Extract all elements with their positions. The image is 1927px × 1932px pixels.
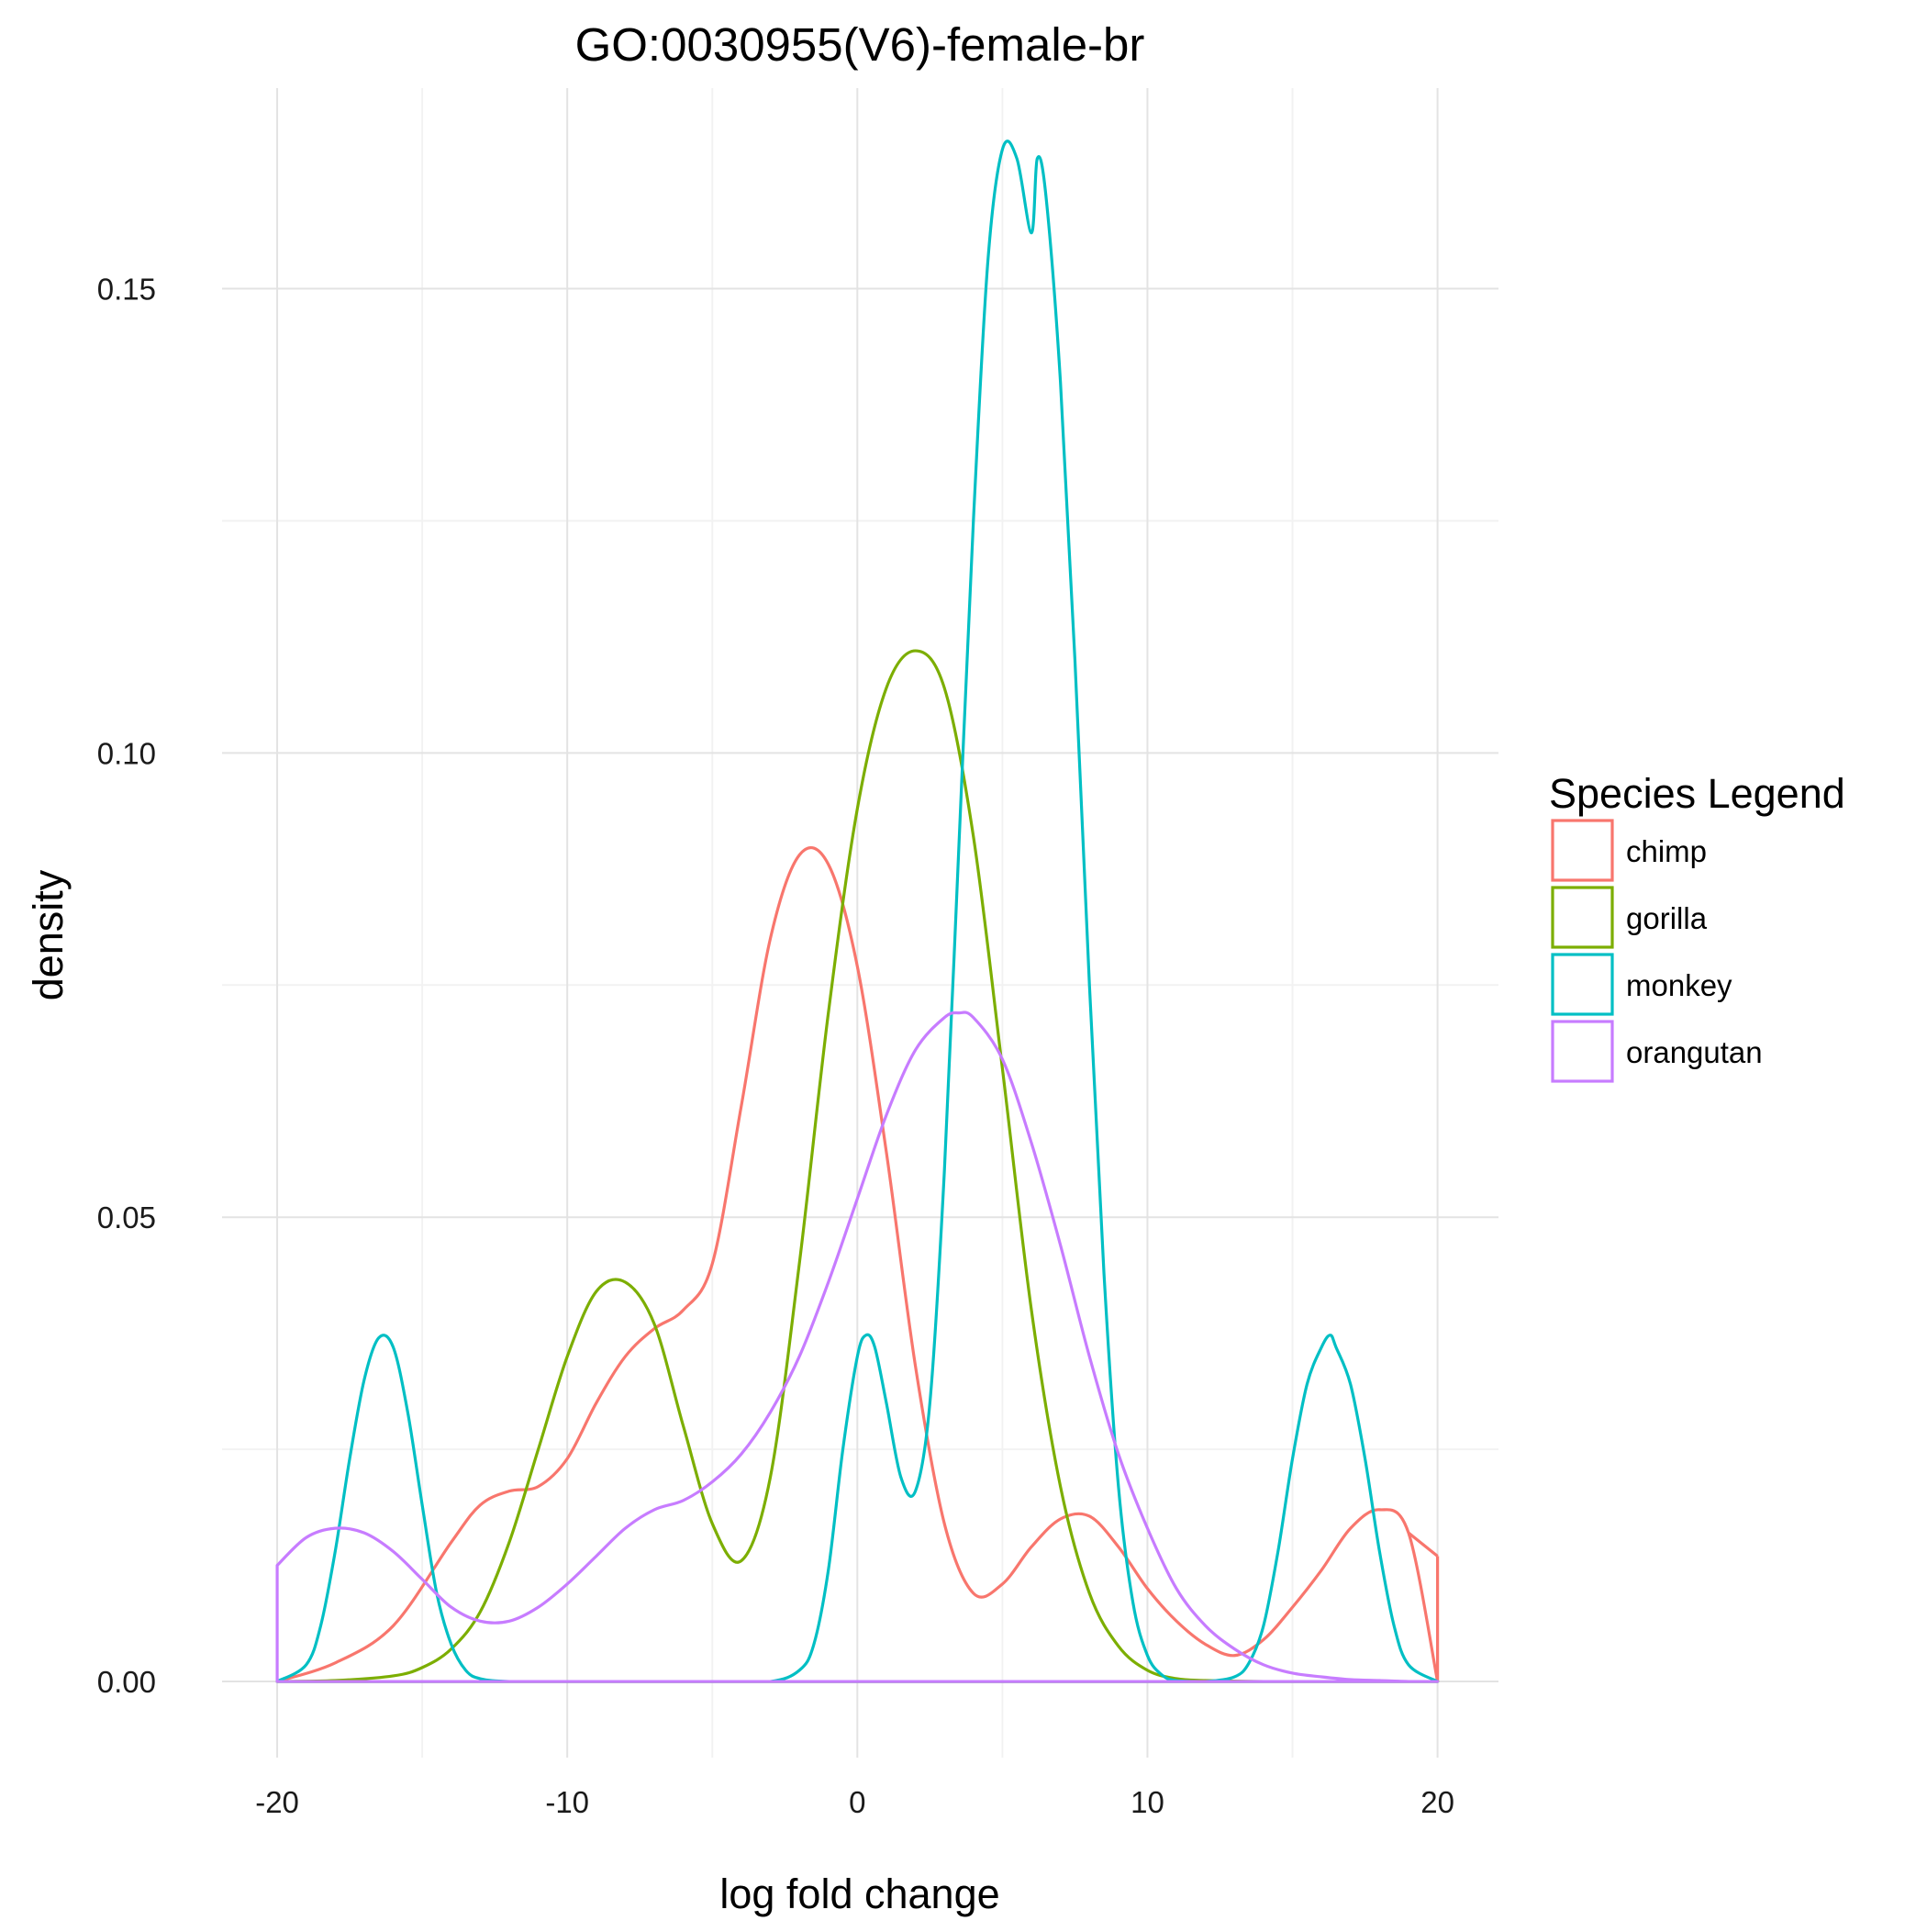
- x-axis-title: log fold change: [719, 1871, 999, 1917]
- legend-label-orangutan: orangutan: [1626, 1035, 1763, 1069]
- x-tick-label: -10: [545, 1785, 589, 1819]
- chart-title: GO:0030955(V6)-female-br: [575, 18, 1145, 71]
- legend-key-orangutan: [1551, 1020, 1614, 1083]
- y-tick-label: 0.00: [97, 1665, 156, 1699]
- legend-label-monkey: monkey: [1626, 968, 1732, 1002]
- chimp-right-tail: [1407, 1531, 1439, 1558]
- legend-key-monkey: [1551, 953, 1614, 1016]
- legend-item-orangutan: orangutan: [1551, 1020, 1763, 1083]
- legend-item-monkey: monkey: [1551, 953, 1732, 1016]
- x-tick-label: 20: [1420, 1785, 1454, 1819]
- y-axis-title: density: [25, 869, 72, 1000]
- series-orangutan: [275, 1011, 1440, 1683]
- series-layer: [275, 140, 1440, 1683]
- series-gorilla: [275, 649, 1440, 1683]
- series-monkey: [275, 140, 1440, 1683]
- x-tick-label: 10: [1131, 1785, 1164, 1819]
- x-tick-label: 0: [849, 1785, 865, 1819]
- legend: Species Legend chimp gorilla monkey orangut…: [1549, 770, 1845, 1083]
- y-tick-label: 0.10: [97, 736, 156, 770]
- series-chimp: [275, 845, 1440, 1683]
- legend-item-chimp: chimp: [1551, 819, 1707, 882]
- legend-items: chimp gorilla monkey orangutan: [1551, 819, 1763, 1083]
- legend-item-gorilla: gorilla: [1551, 886, 1708, 949]
- x-tick-label: -20: [255, 1785, 299, 1819]
- y-tick-label: 0.05: [97, 1201, 156, 1234]
- legend-label-chimp: chimp: [1626, 834, 1707, 868]
- grid-layer: [222, 88, 1498, 1758]
- density-curve-orangutan: [275, 1011, 1440, 1683]
- density-curve-gorilla: [275, 649, 1440, 1683]
- legend-key-chimp: [1551, 819, 1614, 882]
- y-tick-label: 0.15: [97, 273, 156, 307]
- density-curve-monkey: [275, 140, 1440, 1683]
- tick-labels: -20 -10 0 10 20 0.00 0.05 0.10 0.15: [97, 273, 1454, 1819]
- legend-label-gorilla: gorilla: [1626, 901, 1708, 935]
- legend-key-gorilla: [1551, 886, 1614, 949]
- legend-title: Species Legend: [1549, 770, 1845, 817]
- density-curve-chimp: [275, 845, 1440, 1683]
